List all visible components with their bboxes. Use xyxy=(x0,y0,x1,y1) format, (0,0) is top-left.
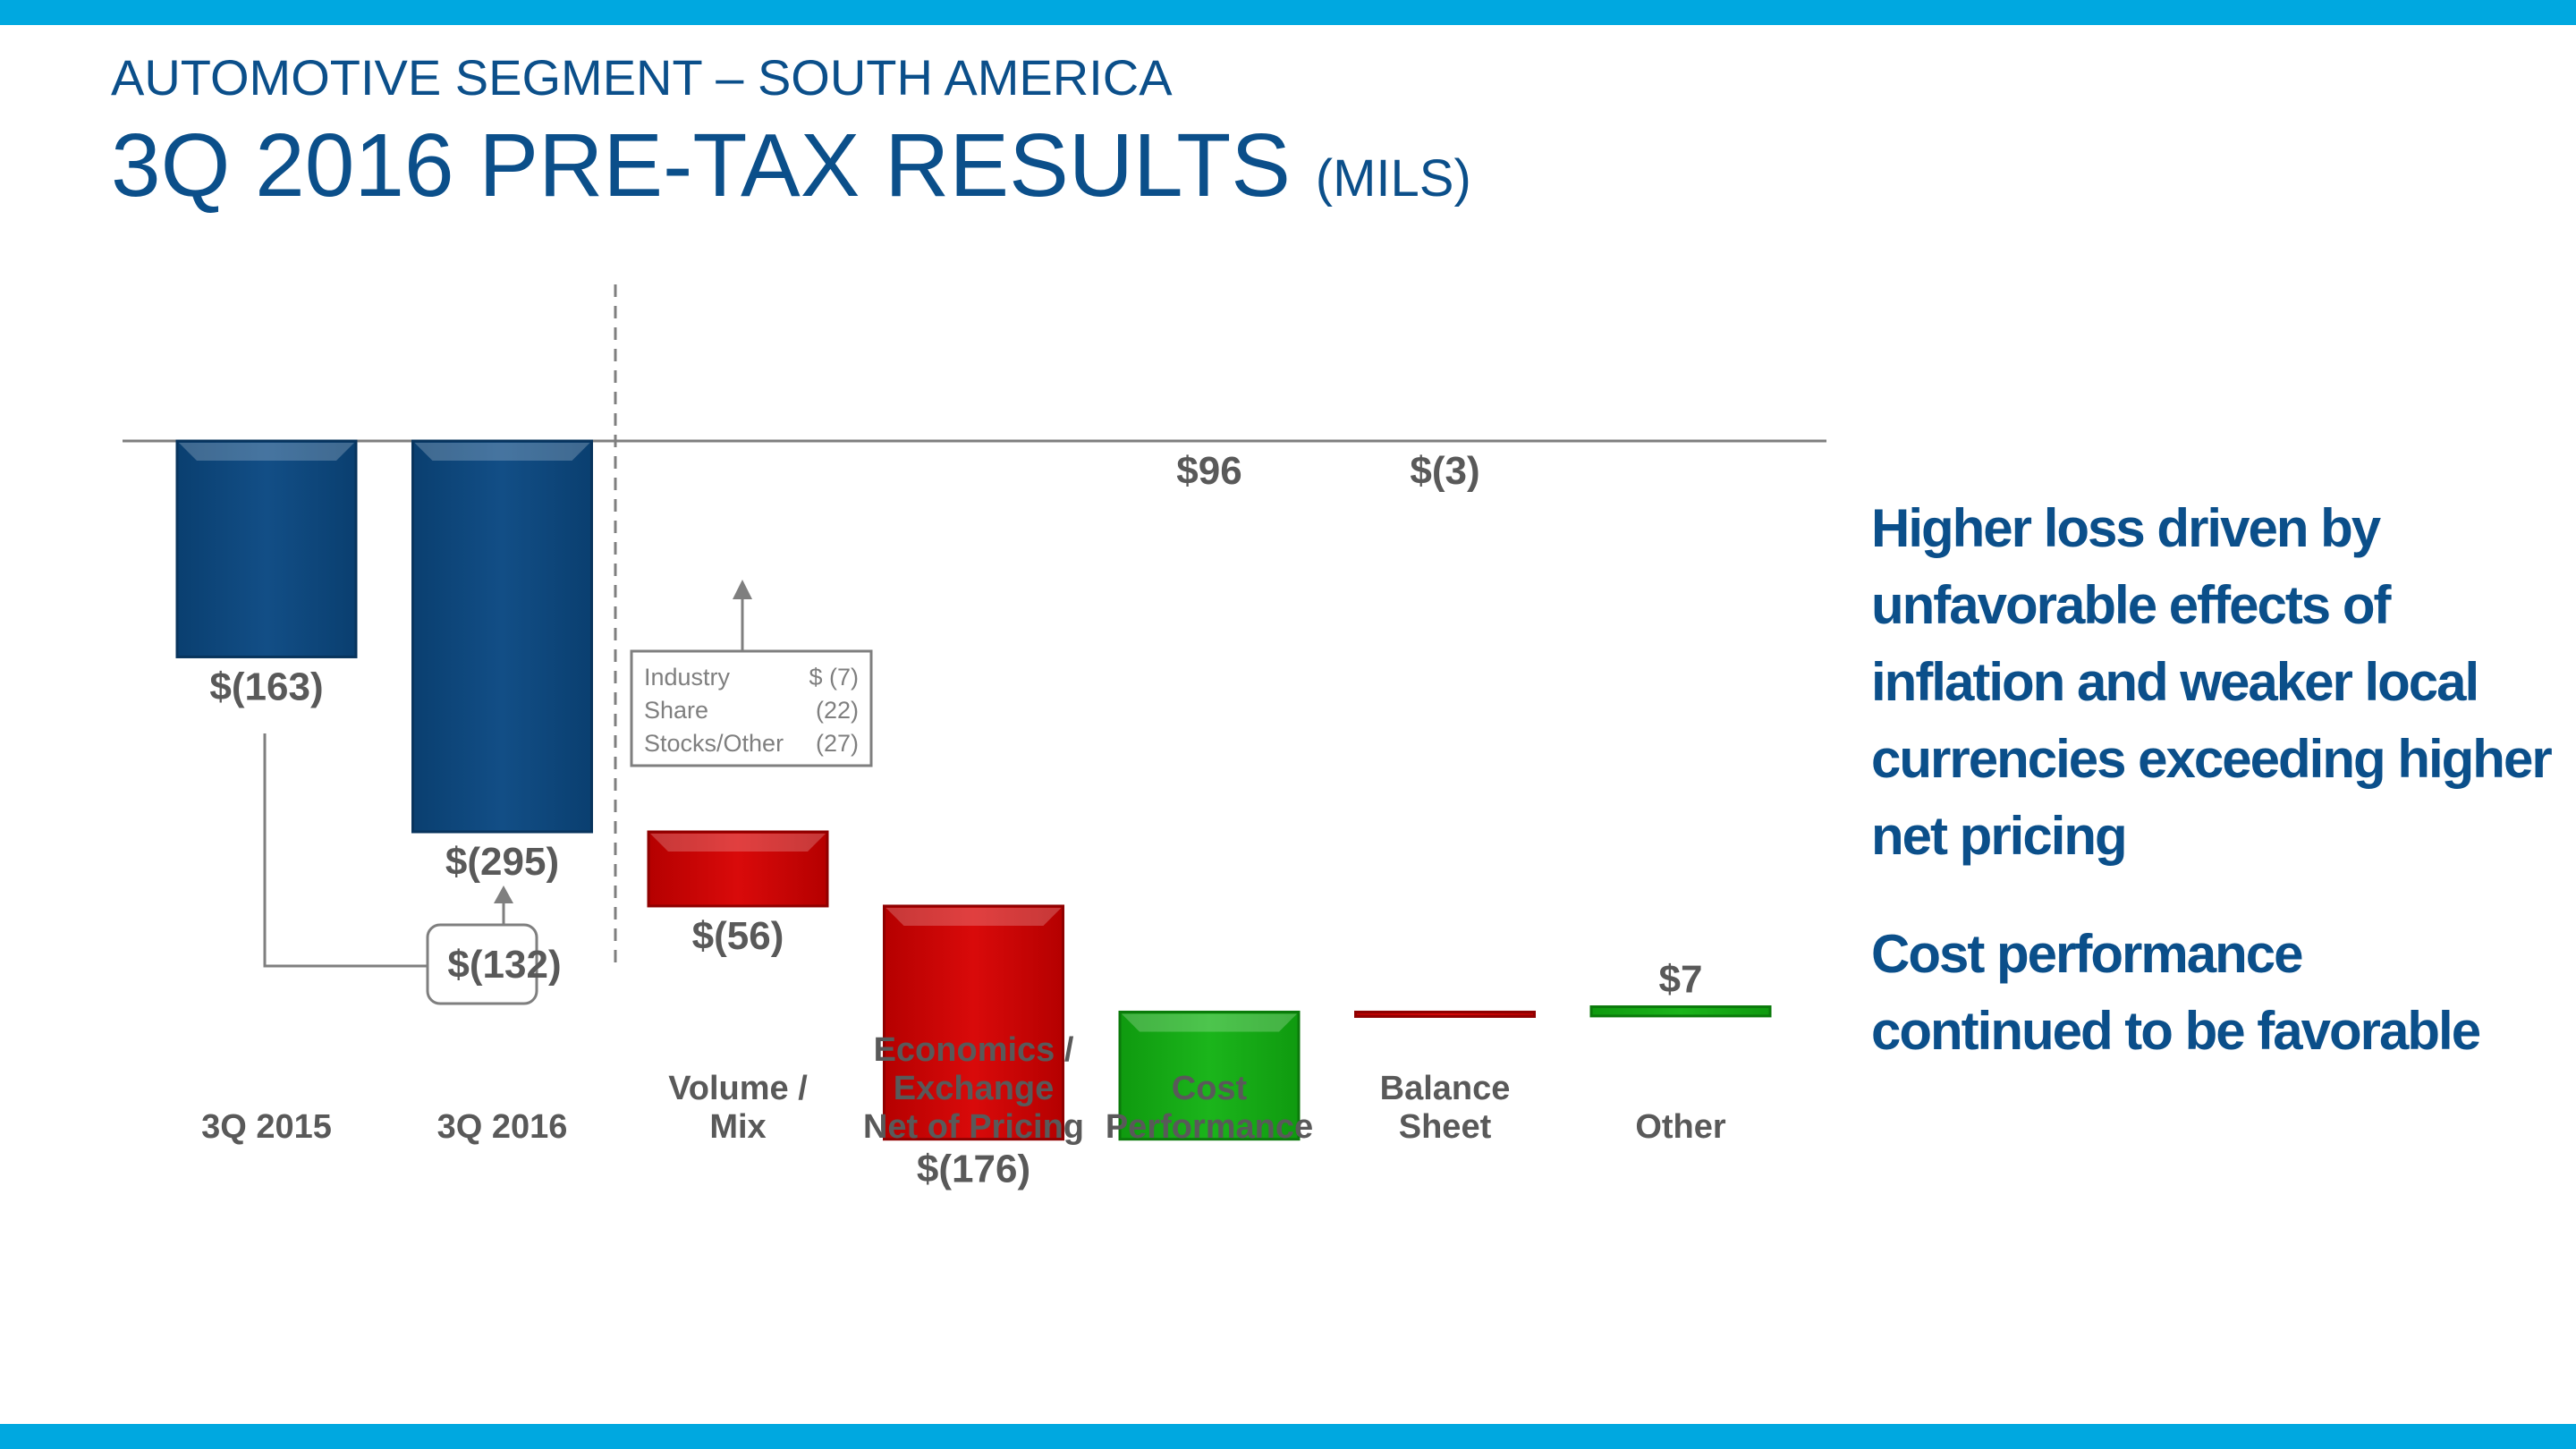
bar-3q-2016 xyxy=(411,439,593,834)
bar-bevel-4 xyxy=(1122,1013,1297,1032)
slide-title-text: 3Q 2016 PRE-TAX RESULTS xyxy=(111,115,1291,216)
breakdown-connector xyxy=(733,580,752,651)
category-label-3-2: Net of Pricing xyxy=(863,1108,1084,1146)
difference-callout-box xyxy=(426,923,538,1005)
category-label-0-0: 3Q 2015 xyxy=(201,1108,332,1146)
bar-other xyxy=(1589,1005,1772,1018)
breakdown-industry-label: Industry xyxy=(644,664,731,691)
difference-label: $(132) xyxy=(447,943,561,987)
category-label-3-1: Exchange xyxy=(894,1070,1055,1107)
bar-volume-mix xyxy=(647,830,829,908)
bar-bevel-2 xyxy=(650,834,826,852)
bar-economics-exchange-net-of-pricing xyxy=(883,904,1064,1141)
slide-title: 3Q 2016 PRE-TAX RESULTS (MILS) xyxy=(111,114,1471,217)
bar-bevel-3 xyxy=(886,907,1062,926)
top-accent-bar xyxy=(0,0,2576,25)
bar-bevel-1 xyxy=(414,443,590,461)
breakdown-share-value: (22) xyxy=(816,697,859,724)
value-label-6: $7 xyxy=(1659,958,1703,1002)
key-takeaways: Higher loss driven by unfavorable effect… xyxy=(1871,490,2553,1111)
category-label-3-0: Economics / xyxy=(874,1031,1074,1069)
volume-mix-breakdown-box xyxy=(630,649,873,767)
slide-subtitle: AUTOMOTIVE SEGMENT – SOUTH AMERICA xyxy=(111,49,1173,106)
category-label-4-0: Cost xyxy=(1172,1070,1248,1107)
value-label-1: $(295) xyxy=(445,840,559,884)
category-label-2-1: Mix xyxy=(709,1108,766,1146)
takeaway-loss: Higher loss driven by unfavorable effect… xyxy=(1871,498,2553,866)
value-label-0: $(163) xyxy=(209,665,323,708)
breakdown-stocks-value: (27) xyxy=(816,730,859,757)
category-label-1-0: 3Q 2016 xyxy=(437,1108,568,1146)
value-label-3: $(176) xyxy=(917,1148,1030,1191)
value-label-4: $96 xyxy=(1176,449,1241,493)
category-label-2-0: Volume / xyxy=(668,1070,808,1107)
bar-balance-sheet xyxy=(1354,1010,1536,1018)
slide-title-units: (MILS) xyxy=(1315,149,1471,208)
bar-bevel-0 xyxy=(179,443,354,461)
value-label-5: $(3) xyxy=(1410,449,1479,493)
category-label-4-1: Performance xyxy=(1106,1108,1313,1146)
difference-connector xyxy=(263,733,513,968)
bar-cost-performance xyxy=(1118,1010,1301,1141)
category-label-5-0: Balance xyxy=(1380,1070,1511,1107)
bar-3q-2015 xyxy=(175,439,358,658)
value-label-2: $(56) xyxy=(692,914,784,958)
breakdown-industry-value: $ (7) xyxy=(809,664,859,691)
takeaway-cost: Cost performance continued to be favorab… xyxy=(1871,924,2481,1061)
breakdown-share-label: Share xyxy=(644,697,708,724)
breakdown-stocks-label: Stocks/Other xyxy=(644,730,784,757)
bottom-accent-bar xyxy=(0,1424,2576,1449)
category-label-6-0: Other xyxy=(1635,1108,1726,1146)
category-label-5-1: Sheet xyxy=(1399,1108,1492,1146)
